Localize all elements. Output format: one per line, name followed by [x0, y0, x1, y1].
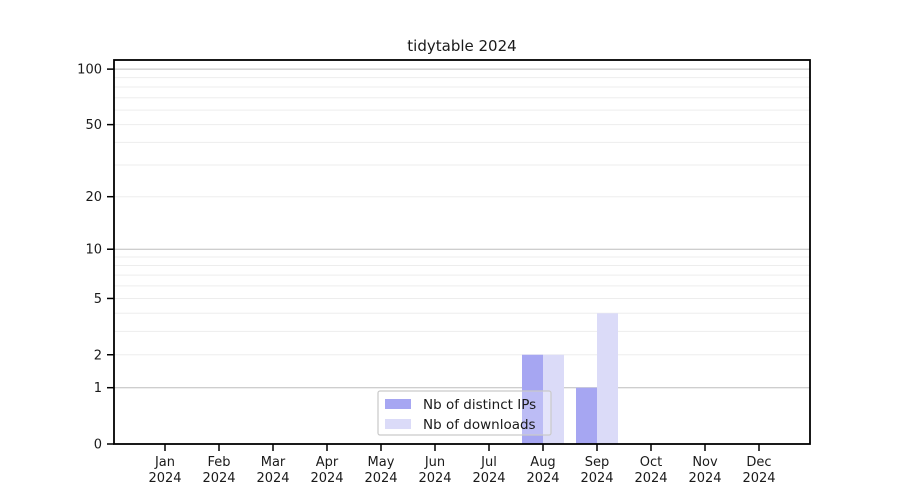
x-axis-year-label: 2024 [364, 471, 397, 486]
x-axis-month-label: Mar [261, 455, 286, 470]
x-axis-year-label: 2024 [634, 471, 667, 486]
y-axis-tick-label: 2 [94, 348, 102, 363]
x-axis-year-label: 2024 [472, 471, 505, 486]
y-axis-tick-label: 100 [77, 63, 102, 78]
x-axis-month-label: Jan [154, 455, 175, 470]
y-axis-tick-label: 1 [94, 381, 102, 396]
x-axis-year-label: 2024 [688, 471, 721, 486]
x-axis-month-label: Dec [746, 455, 771, 470]
chart-title: tidytable 2024 [407, 37, 516, 55]
bar-sep-series1 [597, 313, 618, 444]
x-axis-year-label: 2024 [310, 471, 343, 486]
legend-box [377, 390, 552, 436]
y-axis-tick-label: 50 [85, 118, 102, 133]
y-axis-tick-label: 10 [85, 243, 102, 258]
legend-label-series0: Nb of distinct IPs [423, 397, 536, 413]
x-axis-month-label: Jul [480, 455, 497, 470]
legend-label-series1: Nb of downloads [423, 417, 536, 433]
bar-sep-series0 [576, 387, 597, 444]
x-axis-month-label: Sep [585, 455, 610, 470]
x-axis-month-label: Feb [207, 455, 230, 470]
plot-border [113, 59, 811, 445]
legend-swatch-series0 [385, 399, 411, 409]
x-axis-month-label: Nov [692, 455, 718, 470]
x-axis-year-label: 2024 [202, 471, 235, 486]
y-axis-tick-label: 20 [85, 190, 102, 205]
x-axis-month-label: Oct [640, 455, 662, 470]
x-axis-month-label: Jun [424, 455, 445, 470]
legend-swatch-series1 [385, 419, 411, 429]
y-axis-tick-label: 0 [94, 438, 102, 453]
x-axis-month-label: Apr [316, 455, 339, 470]
x-axis-year-label: 2024 [256, 471, 289, 486]
x-axis-year-label: 2024 [526, 471, 559, 486]
x-axis-year-label: 2024 [580, 471, 613, 486]
x-axis-year-label: 2024 [742, 471, 775, 486]
x-axis-month-label: Aug [530, 455, 555, 470]
bar-aug-series0 [522, 354, 543, 444]
y-axis-tick-label: 5 [94, 292, 102, 307]
bar-aug-series1 [543, 354, 564, 444]
x-axis-year-label: 2024 [148, 471, 181, 486]
x-axis-year-label: 2024 [418, 471, 451, 486]
x-axis-month-label: May [368, 455, 395, 470]
